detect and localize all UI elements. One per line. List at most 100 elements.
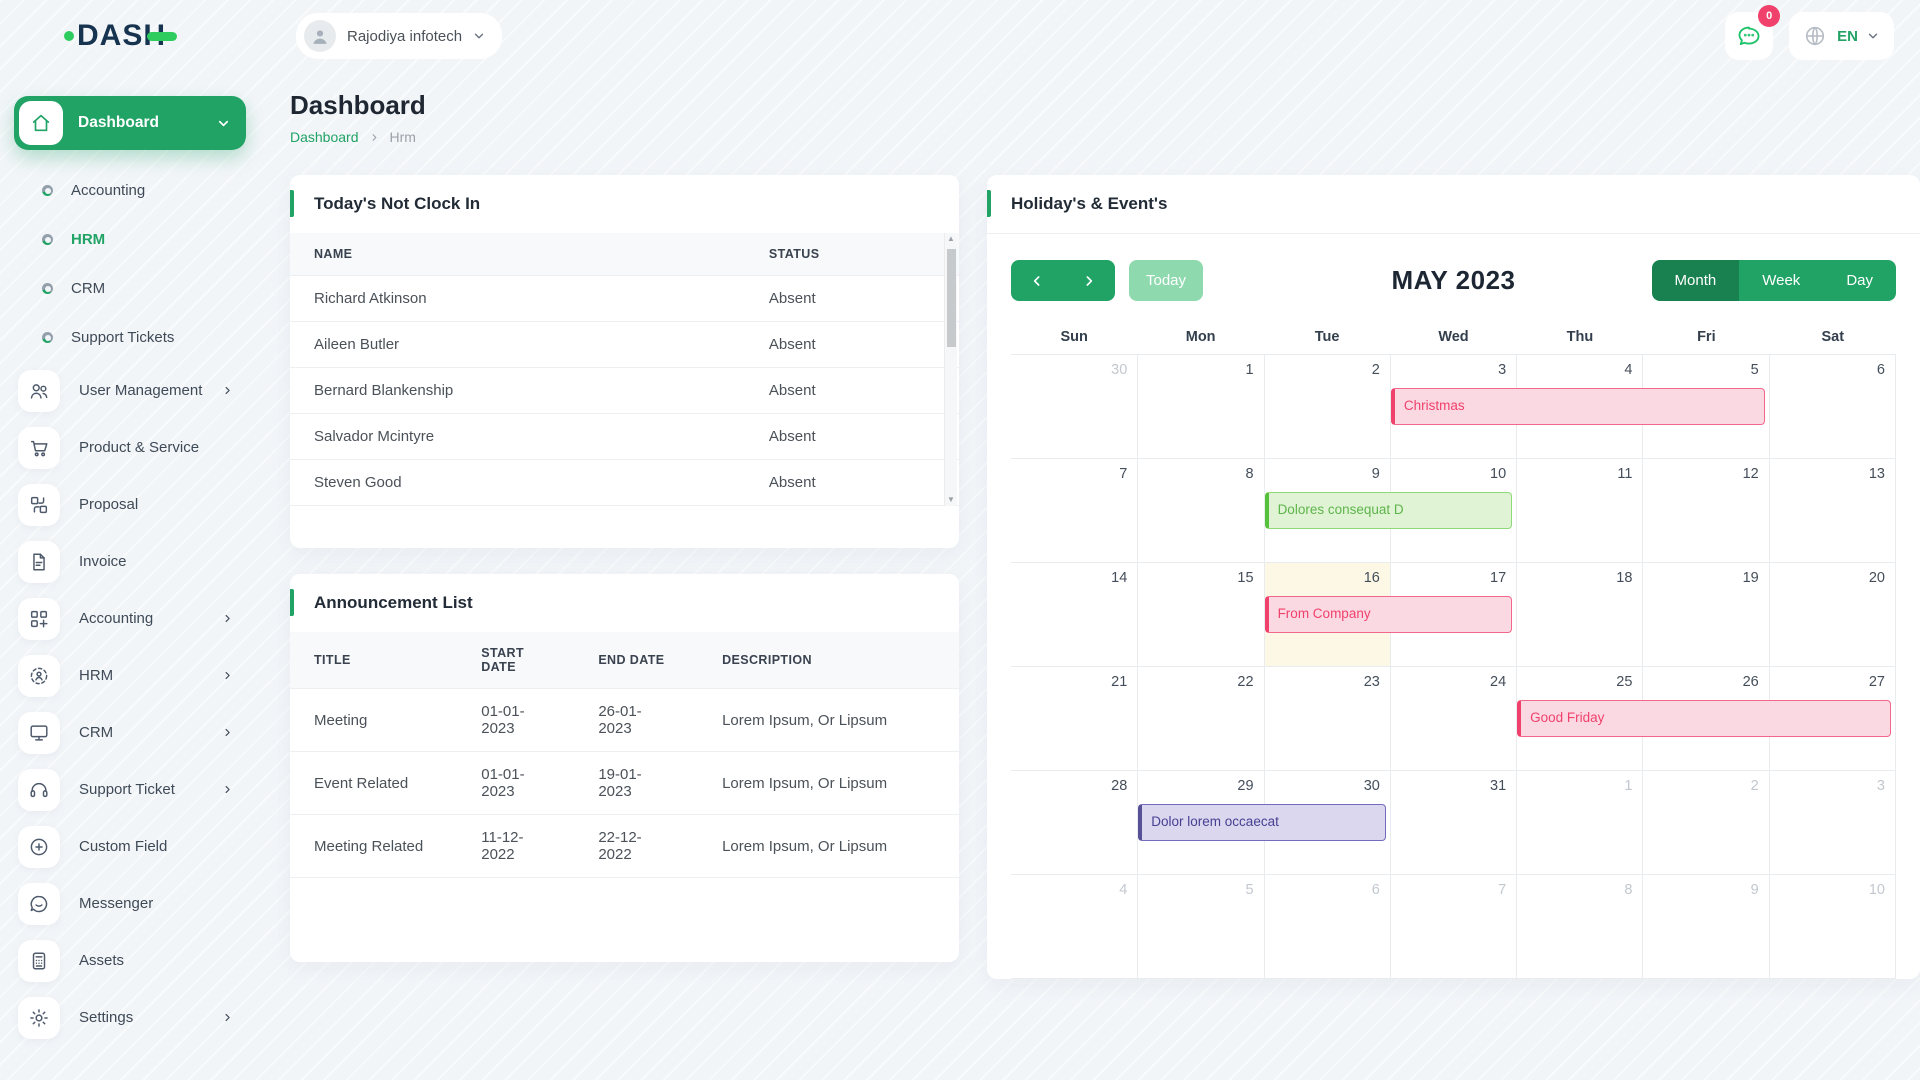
calendar-day-cell[interactable]: 11 xyxy=(1516,459,1642,562)
chevron-right-icon xyxy=(221,783,234,796)
company-dropdown[interactable]: Rajodiya infotech xyxy=(296,13,503,59)
sidebar-subitem-hrm[interactable]: HRM xyxy=(0,215,260,264)
sidebar-item-invoice[interactable]: Invoice xyxy=(0,533,260,590)
calendar-day-cell[interactable]: 23 xyxy=(1263,667,1390,770)
breadcrumb-current: Hrm xyxy=(389,129,416,145)
logo-dot-icon xyxy=(64,31,74,41)
calendar-day-number: 18 xyxy=(1616,570,1633,586)
calendar-day-cell[interactable]: 30 xyxy=(1011,355,1137,458)
calendar-day-cell[interactable]: 6 xyxy=(1263,875,1390,978)
sidebar-item-crm[interactable]: CRM xyxy=(0,704,260,761)
calendar-day-cell[interactable]: 8 xyxy=(1516,875,1642,978)
app-logo[interactable]: DASH xyxy=(64,21,178,51)
calendar-day-cell[interactable]: 6 xyxy=(1768,355,1895,458)
table-row[interactable]: Richard Atkinson Absent xyxy=(290,275,959,322)
sidebar-item-messenger[interactable]: Messenger xyxy=(0,875,260,932)
calendar-day-cell[interactable]: 1 xyxy=(1137,355,1263,458)
announcement-start: 11-12-2022 xyxy=(457,814,575,878)
sidebar-item-label: HRM xyxy=(79,667,114,684)
calendar-day-cell[interactable]: 13 xyxy=(1768,459,1895,562)
table-row[interactable]: Aileen Butler Absent xyxy=(290,321,959,368)
calendar-day-cell[interactable]: 4 xyxy=(1011,875,1137,978)
chevron-right-icon xyxy=(221,612,234,625)
calendar-day-cell[interactable]: 28 xyxy=(1011,771,1137,874)
calendar-day-cell[interactable]: 7 xyxy=(1011,459,1137,562)
calendar-day-cell[interactable]: 29 xyxy=(1137,771,1263,874)
table-row[interactable]: Steven Good Absent xyxy=(290,459,959,506)
calendar-day-cell[interactable]: 25 xyxy=(1516,667,1642,770)
sidebar-item-assets[interactable]: Assets xyxy=(0,932,260,989)
calendar-event[interactable]: From Company xyxy=(1264,596,1513,633)
calendar-day-cell[interactable]: 24 xyxy=(1389,667,1516,770)
chevron-right-icon xyxy=(221,384,234,397)
table-scrollbar[interactable]: ▲ ▼ xyxy=(944,233,957,506)
calendar-event[interactable]: Good Friday xyxy=(1517,700,1891,737)
messages-button[interactable]: 0 xyxy=(1725,5,1781,60)
sidebar-item-proposal[interactable]: Proposal xyxy=(0,476,260,533)
scrollbar-up-arrow[interactable]: ▲ xyxy=(947,234,955,243)
calendar-day-number: 4 xyxy=(1624,362,1633,378)
calendar-day-cell[interactable]: 9 xyxy=(1642,875,1768,978)
calendar-day-cell[interactable]: 1 xyxy=(1516,771,1642,874)
next-month-button[interactable] xyxy=(1063,260,1115,301)
main-content: Dashboard Dashboard Hrm Today's Not Cloc… xyxy=(260,72,1920,1046)
language-selector[interactable]: EN xyxy=(1789,12,1894,60)
sidebar-item-hrm[interactable]: HRM xyxy=(0,647,260,704)
table-row[interactable]: Bernard Blankenship Absent xyxy=(290,367,959,414)
today-button[interactable]: Today xyxy=(1129,260,1204,301)
sidebar-subitem-accounting[interactable]: Accounting xyxy=(0,166,260,215)
calendar-day-cell[interactable]: 14 xyxy=(1011,563,1137,666)
calendar-event[interactable]: Dolores consequat D xyxy=(1264,492,1513,529)
table-row[interactable]: Event Related 01-01-2023 19-01-2023 Lore… xyxy=(290,751,959,815)
sidebar-item-accounting[interactable]: Accounting xyxy=(0,590,260,647)
calendar-day-cell[interactable]: 31 xyxy=(1389,771,1516,874)
calendar-day-cell[interactable]: 7 xyxy=(1389,875,1516,978)
calendar-day-cell[interactable]: 9 xyxy=(1263,459,1390,562)
sidebar-item-product-service[interactable]: Product & Service xyxy=(0,419,260,476)
calendar-day-number: 1 xyxy=(1624,778,1633,794)
calendar-day-cell[interactable]: 20 xyxy=(1768,563,1895,666)
calendar-day-cell[interactable]: 19 xyxy=(1642,563,1768,666)
calendar-day-number: 24 xyxy=(1490,674,1507,690)
calendar-day-number: 31 xyxy=(1490,778,1507,794)
table-row[interactable]: Salvador Mcintyre Absent xyxy=(290,413,959,460)
calendar-day-cell[interactable]: 2 xyxy=(1263,355,1390,458)
calendar-day-number: 5 xyxy=(1750,362,1759,378)
calendar-day-number: 13 xyxy=(1868,466,1885,482)
sidebar-subitem-crm[interactable]: CRM xyxy=(0,264,260,313)
calendar-day-cell[interactable]: 5 xyxy=(1137,875,1263,978)
scrollbar-thumb[interactable] xyxy=(947,249,956,347)
calendar-day-cell[interactable]: 15 xyxy=(1137,563,1263,666)
calendar-event[interactable]: Dolor lorem occaecat xyxy=(1138,804,1386,841)
calendar-day-cell[interactable]: 22 xyxy=(1137,667,1263,770)
sidebar-item-user-management[interactable]: User Management xyxy=(0,362,260,419)
calendar-event[interactable]: Christmas xyxy=(1390,388,1765,425)
calendar-day-cell[interactable]: 3 xyxy=(1389,355,1516,458)
table-row[interactable]: Meeting 01-01-2023 26-01-2023 Lorem Ipsu… xyxy=(290,688,959,752)
sidebar-item-support-ticket[interactable]: Support Ticket xyxy=(0,761,260,818)
calendar-day-cell[interactable]: 18 xyxy=(1516,563,1642,666)
scrollbar-down-arrow[interactable]: ▼ xyxy=(947,495,955,504)
calendar-day-cell[interactable]: 8 xyxy=(1137,459,1263,562)
table-row[interactable]: Meeting Related 11-12-2022 22-12-2022 Lo… xyxy=(290,814,959,878)
calendar-week-row: 7 8 9 10 11 12 13 Dolores consequat D xyxy=(1011,459,1896,563)
column-header-status: STATUS xyxy=(744,233,959,276)
view-month-button[interactable]: Month xyxy=(1651,260,1740,301)
calendar-day-cell[interactable]: 10 xyxy=(1768,875,1895,978)
calendar-day-cell[interactable]: 2 xyxy=(1642,771,1768,874)
sidebar-item-dashboard[interactable]: Dashboard xyxy=(14,96,246,150)
calendar-day-number: 21 xyxy=(1111,674,1128,690)
announcement-table: TITLE START DATE END DATE DESCRIPTION Me… xyxy=(290,632,959,878)
view-day-button[interactable]: Day xyxy=(1823,260,1896,301)
prev-month-button[interactable] xyxy=(1011,260,1063,301)
person-circle-icon xyxy=(18,654,60,697)
sidebar-subitem-support-tickets[interactable]: Support Tickets xyxy=(0,313,260,362)
calendar-week-row: 28 29 30 31 1 2 3 Dolor lorem occaecat xyxy=(1011,771,1896,875)
calendar-day-cell[interactable]: 21 xyxy=(1011,667,1137,770)
sidebar-item-custom-field[interactable]: Custom Field xyxy=(0,818,260,875)
calendar-day-cell[interactable]: 3 xyxy=(1768,771,1895,874)
calendar-day-cell[interactable]: 12 xyxy=(1642,459,1768,562)
breadcrumb-dashboard-link[interactable]: Dashboard xyxy=(290,129,359,145)
view-week-button[interactable]: Week xyxy=(1739,260,1824,301)
sidebar-item-settings[interactable]: Settings xyxy=(0,989,260,1046)
